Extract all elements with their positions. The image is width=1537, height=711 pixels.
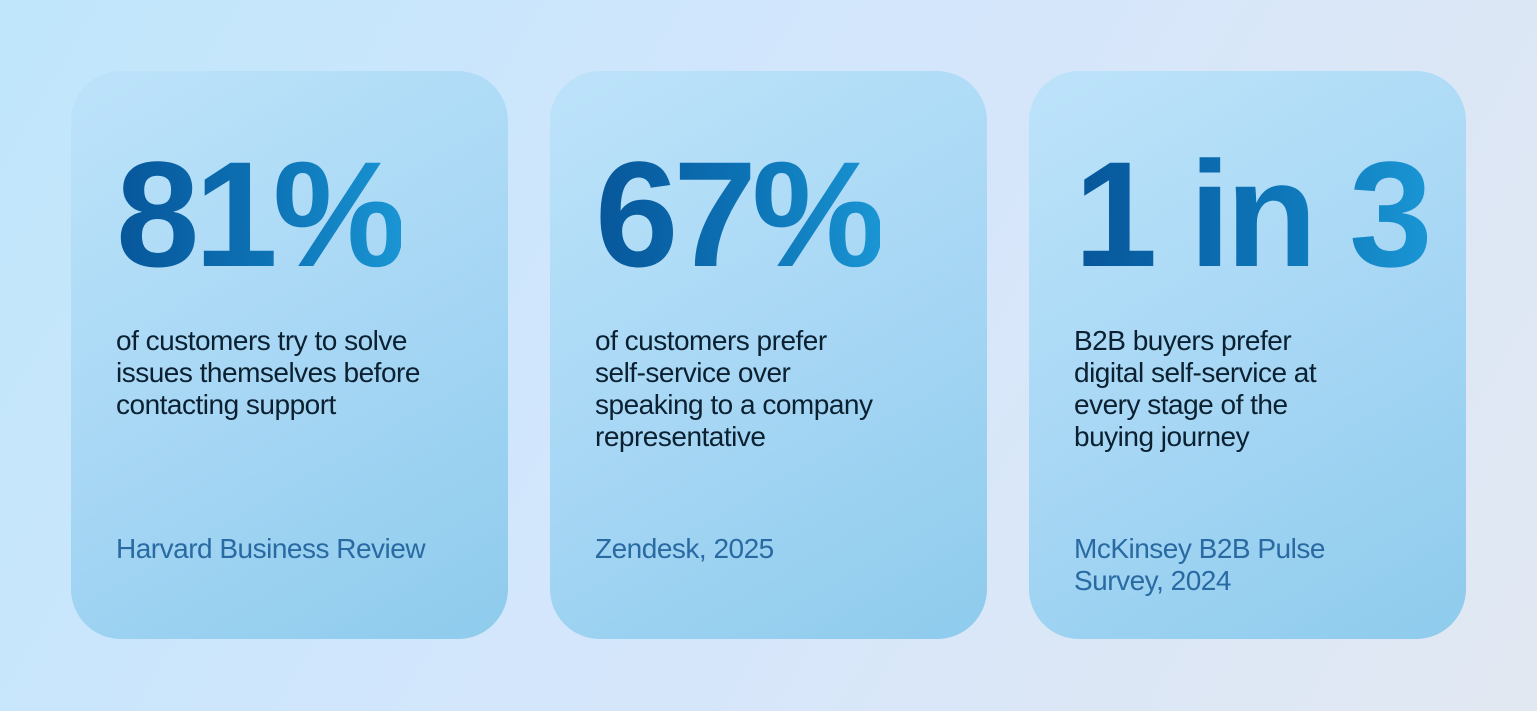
- source-line: McKinsey B2B Pulse: [1074, 533, 1325, 564]
- stat-source: Zendesk, 2025: [595, 533, 774, 565]
- source-line: Zendesk, 2025: [595, 533, 774, 564]
- description-line: B2B buyers prefer: [1074, 325, 1292, 356]
- description-line: contacting support: [116, 389, 336, 420]
- description-line: speaking to a company: [595, 389, 873, 420]
- description-line: digital self-service at: [1074, 357, 1317, 388]
- description-line: every stage of the: [1074, 389, 1288, 420]
- stat-source: McKinsey B2B Pulse Survey, 2024: [1074, 533, 1325, 597]
- source-line: Harvard Business Review: [116, 533, 426, 564]
- stat-value: 1 in 3: [1074, 130, 1432, 298]
- stat-description: B2B buyers prefer digital self-service at…: [1074, 325, 1317, 453]
- stat-source: Harvard Business Review: [116, 533, 426, 565]
- stat-card: 81% of customers try to solve issues thems…: [71, 71, 508, 639]
- stat-card: 1 in 3 B2B buyers prefer digital self-serv…: [1029, 71, 1466, 639]
- stat-description: of customers try to solve issues themselv…: [116, 325, 420, 421]
- stat-description: of customers prefer self-service over spea…: [595, 325, 873, 453]
- source-line: Survey, 2024: [1074, 565, 1231, 596]
- description-line: issues themselves before: [116, 357, 420, 388]
- stat-card: 67% of customers prefer self-service over s…: [550, 71, 987, 639]
- description-line: of customers try to solve: [116, 325, 407, 356]
- stat-value: 67%: [595, 130, 885, 298]
- stat-value: 81%: [116, 130, 406, 298]
- description-line: representative: [595, 421, 766, 452]
- description-line: self-service over: [595, 357, 791, 388]
- description-line: buying journey: [1074, 421, 1250, 452]
- description-line: of customers prefer: [595, 325, 827, 356]
